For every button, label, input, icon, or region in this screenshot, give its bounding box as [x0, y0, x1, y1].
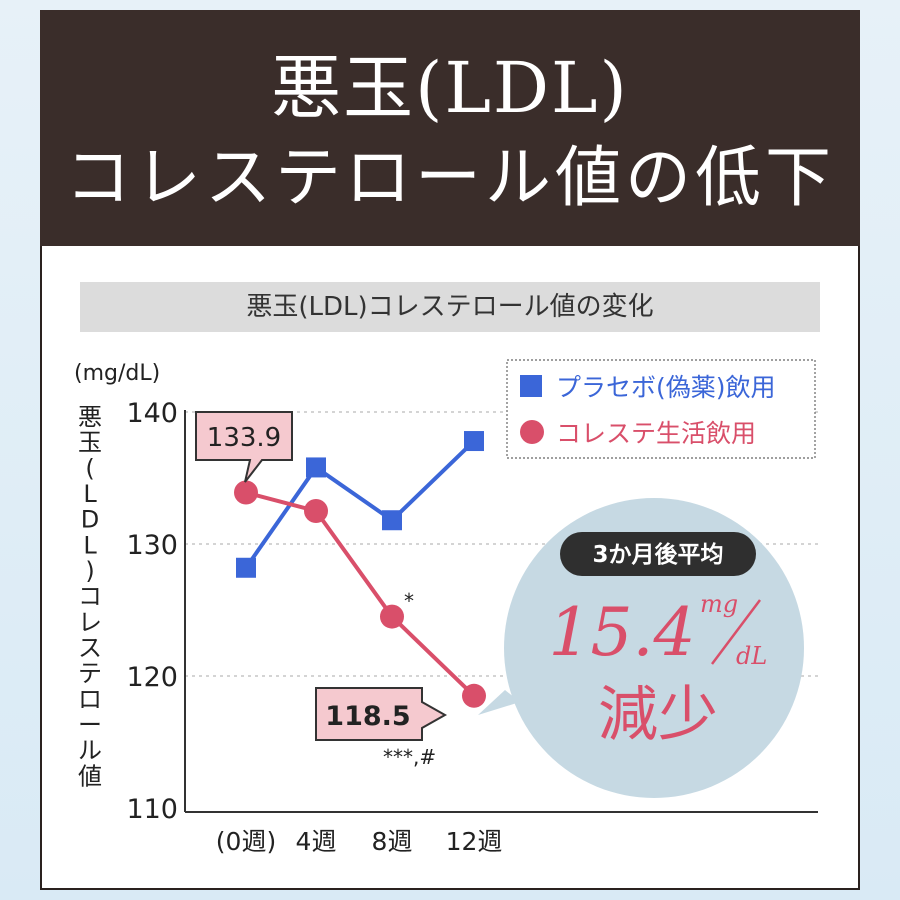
y-axis-label-char: レ: [78, 608, 102, 636]
bubble-label: 減少: [598, 680, 718, 750]
chart-title: 悪玉(LDL)コレステロール値の変化: [80, 282, 820, 332]
series: [234, 431, 486, 708]
start-value-text: 133.9: [207, 423, 281, 453]
y-axis-label-char: コ: [78, 583, 102, 611]
bubble-unit-bottom: dL: [736, 642, 767, 670]
end-value-callout: 118.5: [315, 687, 448, 741]
y-axis-label-char: ス: [78, 634, 102, 662]
y-axis-label-char: 値: [78, 762, 102, 790]
y-axis-label-char: テ: [78, 660, 102, 688]
y-tick-label: 110: [126, 794, 178, 825]
data-point: [306, 457, 326, 478]
y-axis-label-char: ル: [78, 737, 102, 765]
data-point: [236, 557, 256, 578]
bubble-unit-slash: [711, 599, 761, 665]
y-tick-labels: 140 130 120 110: [126, 398, 178, 825]
y-axis-label: 悪玉(LDL)コレステロール値: [78, 403, 102, 790]
end-value-text: 118.5: [325, 701, 410, 732]
data-point: [462, 683, 486, 708]
y-tick-label: 140: [126, 398, 178, 429]
reduction-bubble: 3か月後平均 15.4 mg dL 減少: [478, 498, 804, 798]
x-tick-label: 4週: [296, 827, 337, 856]
y-axis-label-char: 悪: [78, 403, 102, 431]
y-axis-label-char: L: [83, 531, 97, 559]
bubble-value: 15.4: [549, 594, 696, 671]
legend-label-product: コレステ生活飲用: [556, 419, 756, 448]
page-title-line2: コレステロール値の低下: [65, 139, 835, 216]
legend-marker-placebo: [520, 375, 542, 397]
data-point: [382, 510, 402, 531]
y-axis-label-char: D: [81, 506, 99, 534]
significance-8w: *: [404, 589, 414, 613]
page-title-line1: 悪玉(LDL): [271, 47, 629, 129]
bubble-badge: 3か月後平均: [592, 541, 723, 568]
x-tick-label: (0週): [216, 827, 276, 856]
legend-box: [506, 359, 816, 459]
y-tick-label: 120: [126, 662, 178, 693]
data-point: [464, 431, 484, 452]
y-axis-label-char: 玉: [78, 429, 102, 457]
significance-12w: ***,#: [383, 745, 436, 769]
y-axis-label-char: (: [85, 454, 94, 482]
x-tick-labels: (0週) 4週 8週 12週: [216, 827, 503, 856]
series-line-1: [245, 490, 476, 698]
legend-marker-product: [520, 420, 544, 444]
y-axis-label-char: ロ: [78, 685, 102, 713]
legend-label-placebo: プラセボ(偽薬)飲用: [556, 373, 776, 402]
page-header: 悪玉(LDL) コレステロール値の低下: [40, 10, 860, 246]
y-axis-label-char: ー: [78, 711, 102, 739]
data-point: [304, 499, 328, 523]
y-axis-label-char: ): [85, 557, 94, 585]
bubble-unit-top: mg: [700, 590, 738, 618]
unit-label: (mg/dL): [74, 361, 160, 386]
data-point: [234, 480, 258, 505]
y-tick-label: 130: [126, 530, 178, 561]
data-point: [380, 604, 404, 629]
start-value-callout: 133.9: [195, 411, 293, 483]
y-axis-label-char: L: [83, 480, 97, 508]
x-tick-label: 8週: [372, 827, 413, 856]
series-line-0: [244, 439, 476, 569]
x-tick-label: 12週: [446, 827, 503, 856]
